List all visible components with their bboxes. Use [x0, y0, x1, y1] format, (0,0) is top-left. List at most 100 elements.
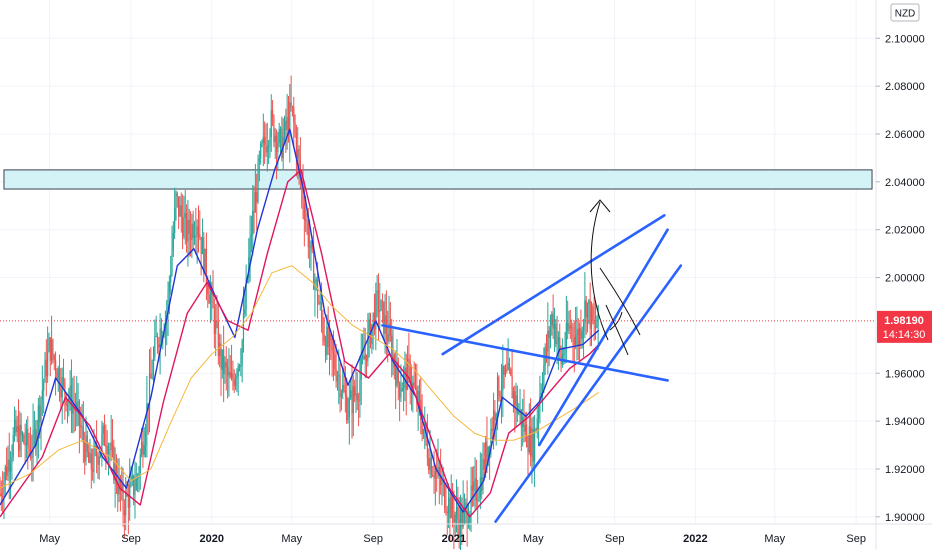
- candle-body: [98, 456, 100, 465]
- candle-body: [77, 401, 79, 403]
- candle-body: [319, 301, 321, 304]
- candle-body: [72, 403, 74, 414]
- candle-body: [28, 445, 30, 449]
- price-badge-value: 1.98190: [884, 315, 924, 327]
- candle-body: [21, 435, 24, 437]
- candle-body: [248, 257, 250, 279]
- candle-body: [230, 373, 233, 378]
- candle-body: [575, 335, 577, 345]
- candle-body: [211, 290, 213, 296]
- candle-body: [207, 282, 209, 295]
- candle-body: [524, 424, 526, 432]
- y-tick-label: 2.02000: [885, 225, 925, 237]
- candle-body: [463, 503, 466, 507]
- candle-body: [256, 192, 258, 203]
- candle-body: [515, 395, 517, 406]
- candle-body: [113, 445, 115, 481]
- candle-body: [530, 426, 532, 457]
- candle-body: [43, 382, 45, 391]
- candle-body: [527, 447, 529, 453]
- candle-body: [578, 328, 581, 345]
- candle-body: [422, 428, 425, 435]
- candle-body: [381, 300, 384, 302]
- x-tick-label: May: [281, 533, 302, 545]
- candle-body: [232, 373, 234, 380]
- candle-body: [559, 337, 561, 350]
- candle-body: [395, 367, 397, 386]
- candle-body: [200, 237, 202, 254]
- candle-body: [199, 234, 201, 238]
- candle-body: [139, 454, 141, 473]
- candle-body: [563, 354, 565, 356]
- candle-body: [107, 449, 110, 455]
- candle-body: [111, 442, 114, 446]
- candle-body: [148, 373, 151, 411]
- candle-body: [51, 339, 53, 361]
- candle-body: [281, 128, 283, 159]
- candle-body: [114, 464, 116, 481]
- candle-body: [193, 235, 196, 239]
- candle-body: [294, 122, 296, 134]
- candle-body: [533, 429, 536, 462]
- candle-body: [216, 320, 218, 322]
- resistance-zone: [3, 169, 873, 190]
- candle-body: [191, 223, 193, 240]
- candle-body: [506, 369, 508, 371]
- candle-body: [388, 323, 390, 342]
- candle-body: [195, 235, 197, 237]
- candle-body: [540, 392, 542, 397]
- candle-body: [552, 313, 554, 329]
- candle-body: [548, 330, 550, 338]
- upper-channel-line: [441, 214, 666, 356]
- candle-body: [592, 306, 594, 321]
- candle-body: [568, 324, 570, 331]
- candle-body: [268, 145, 270, 147]
- candle-body: [101, 433, 103, 451]
- candle-body: [560, 349, 562, 365]
- candle-body: [220, 343, 222, 370]
- candle-body: [444, 481, 446, 508]
- downward-trendline: [381, 324, 669, 382]
- candle-body: [225, 362, 227, 368]
- candle-body: [92, 469, 94, 472]
- candle-body: [553, 323, 556, 329]
- candle-body: [133, 475, 135, 496]
- price-badge: [877, 310, 932, 343]
- candle-body: [212, 290, 214, 308]
- candle-body: [31, 456, 33, 458]
- candle-body: [93, 446, 95, 472]
- candle-body: [49, 337, 51, 361]
- candle-body: [473, 481, 475, 491]
- candle-body: [503, 366, 505, 375]
- candle-body: [64, 380, 66, 395]
- candle-body: [184, 212, 186, 218]
- candle-body: [289, 102, 291, 135]
- candle-body: [159, 328, 161, 348]
- candle-body: [16, 425, 18, 433]
- candle-body: [236, 376, 238, 379]
- candle-body: [174, 207, 176, 234]
- candle-body: [249, 235, 251, 258]
- x-tick-label: May: [764, 533, 785, 545]
- candle-body: [549, 325, 552, 338]
- candle-body: [179, 205, 181, 217]
- currency-label-box: [890, 3, 920, 22]
- candle-body: [295, 133, 298, 159]
- candle-body: [412, 382, 414, 391]
- candle-body: [323, 334, 325, 342]
- candle-body: [44, 359, 46, 383]
- candle-body: [274, 135, 276, 143]
- hand-drawn-arrowhead: [589, 199, 611, 213]
- candle-body: [327, 327, 329, 348]
- candle-body: [250, 234, 253, 236]
- candle-body: [580, 328, 582, 340]
- candle-body: [387, 333, 389, 342]
- candle-body: [348, 398, 350, 418]
- candle-body: [252, 211, 254, 235]
- candle-body: [109, 449, 111, 451]
- candle-body: [504, 369, 507, 375]
- candle-body: [245, 279, 247, 310]
- candle-body: [11, 456, 13, 464]
